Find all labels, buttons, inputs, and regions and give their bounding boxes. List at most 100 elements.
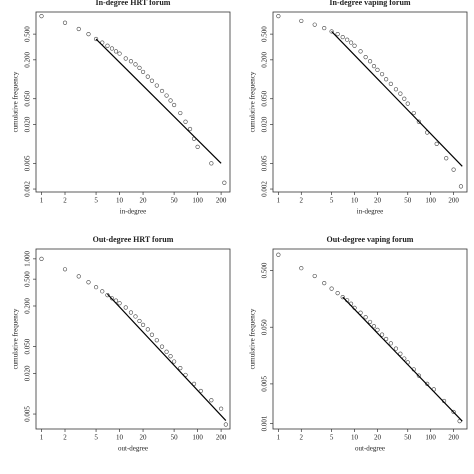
y-tick-label: 0.050 — [261, 319, 269, 335]
point — [209, 398, 214, 403]
y-tick-label: 0.002 — [261, 181, 269, 197]
point — [86, 32, 91, 37]
point — [388, 341, 393, 346]
point — [93, 285, 99, 290]
point — [299, 266, 304, 271]
point — [149, 78, 155, 83]
point — [164, 93, 169, 98]
point — [133, 314, 138, 319]
x-tick-label: 100 — [192, 197, 203, 205]
x-tick-label: 200 — [448, 434, 459, 442]
point — [345, 37, 350, 42]
point — [62, 267, 68, 272]
point — [178, 110, 183, 116]
point — [384, 77, 389, 82]
chart-title: In-degree HRT forum — [96, 0, 171, 7]
point — [145, 327, 150, 332]
y-tick-label: 0.001 — [261, 415, 269, 431]
chart-title: Out-degree vaping forum — [327, 235, 414, 244]
x-tick-label: 20 — [374, 197, 382, 205]
point — [402, 96, 407, 101]
point — [352, 43, 357, 48]
point — [335, 291, 340, 296]
x-tick-label: 10 — [116, 197, 124, 205]
point — [219, 406, 224, 411]
chart-title: Out-degree HRT forum — [93, 235, 174, 244]
x-tick-label: 50 — [404, 197, 412, 205]
point — [312, 273, 317, 279]
point — [113, 49, 119, 54]
point — [105, 43, 110, 48]
point — [375, 327, 380, 332]
point — [379, 72, 385, 77]
point — [198, 388, 203, 394]
x-tick-label: 100 — [425, 434, 436, 442]
x-tick-label: 1 — [40, 197, 44, 205]
point — [168, 98, 173, 103]
point — [371, 324, 377, 329]
y-tick-label: 0.500 — [24, 26, 32, 42]
point — [137, 65, 142, 71]
point — [425, 381, 430, 386]
chart-title: In-degree vaping forum — [329, 0, 411, 7]
x-tick-label: 20 — [140, 434, 148, 442]
point — [416, 373, 421, 378]
point — [416, 119, 421, 124]
y-tick-label: 0.005 — [24, 406, 32, 422]
x-tick-label: 10 — [351, 197, 359, 205]
x-tick-label: 100 — [192, 434, 203, 442]
point — [62, 20, 68, 25]
point — [140, 69, 146, 75]
point — [209, 161, 214, 166]
x-tick-label: 5 — [94, 197, 98, 205]
point — [123, 56, 128, 61]
y-tick-label: 0.020 — [24, 365, 32, 381]
plot-frame — [272, 248, 468, 430]
fit-line — [107, 293, 227, 421]
point — [93, 36, 99, 42]
point — [398, 91, 403, 96]
x-tick-label: 20 — [140, 197, 148, 205]
point — [105, 293, 110, 298]
point — [276, 14, 281, 19]
point — [363, 55, 368, 60]
fit-line — [331, 31, 463, 167]
y-axis-label: cumulative frequency — [249, 71, 257, 132]
x-tick-label: 10 — [116, 434, 124, 442]
y-tick-label: 0.005 — [24, 155, 32, 171]
y-tick-label: 0.020 — [24, 116, 32, 132]
x-tick-label: 50 — [171, 197, 179, 205]
point — [398, 351, 403, 356]
x-tick-label: 5 — [330, 434, 334, 442]
point — [154, 338, 159, 343]
point — [348, 40, 354, 45]
point — [172, 102, 177, 108]
point — [358, 310, 363, 315]
point — [159, 88, 165, 94]
x-tick-label: 5 — [94, 434, 98, 442]
x-tick-label: 200 — [216, 434, 227, 442]
y-axis-label: cumulative frequency — [12, 308, 20, 369]
point — [86, 280, 91, 285]
y-axis-label: cumulative frequency — [249, 308, 257, 369]
point — [172, 359, 177, 364]
point — [329, 29, 334, 34]
y-tick-label: 0.200 — [261, 51, 269, 67]
fit-line — [95, 38, 222, 164]
point — [128, 59, 134, 64]
point — [451, 167, 456, 172]
point — [393, 87, 399, 92]
y-tick-label: 0.200 — [24, 298, 32, 314]
point — [299, 18, 304, 24]
y-tick-label: 0.050 — [261, 90, 269, 106]
x-axis-label: out-degree — [118, 445, 148, 453]
y-tick-label: 0.005 — [261, 376, 269, 392]
point — [458, 184, 464, 189]
point — [178, 365, 183, 371]
point — [145, 74, 150, 79]
y-tick-label: 0.500 — [261, 26, 269, 42]
point — [434, 141, 439, 146]
x-tick-label: 20 — [374, 434, 382, 442]
point — [76, 26, 81, 32]
